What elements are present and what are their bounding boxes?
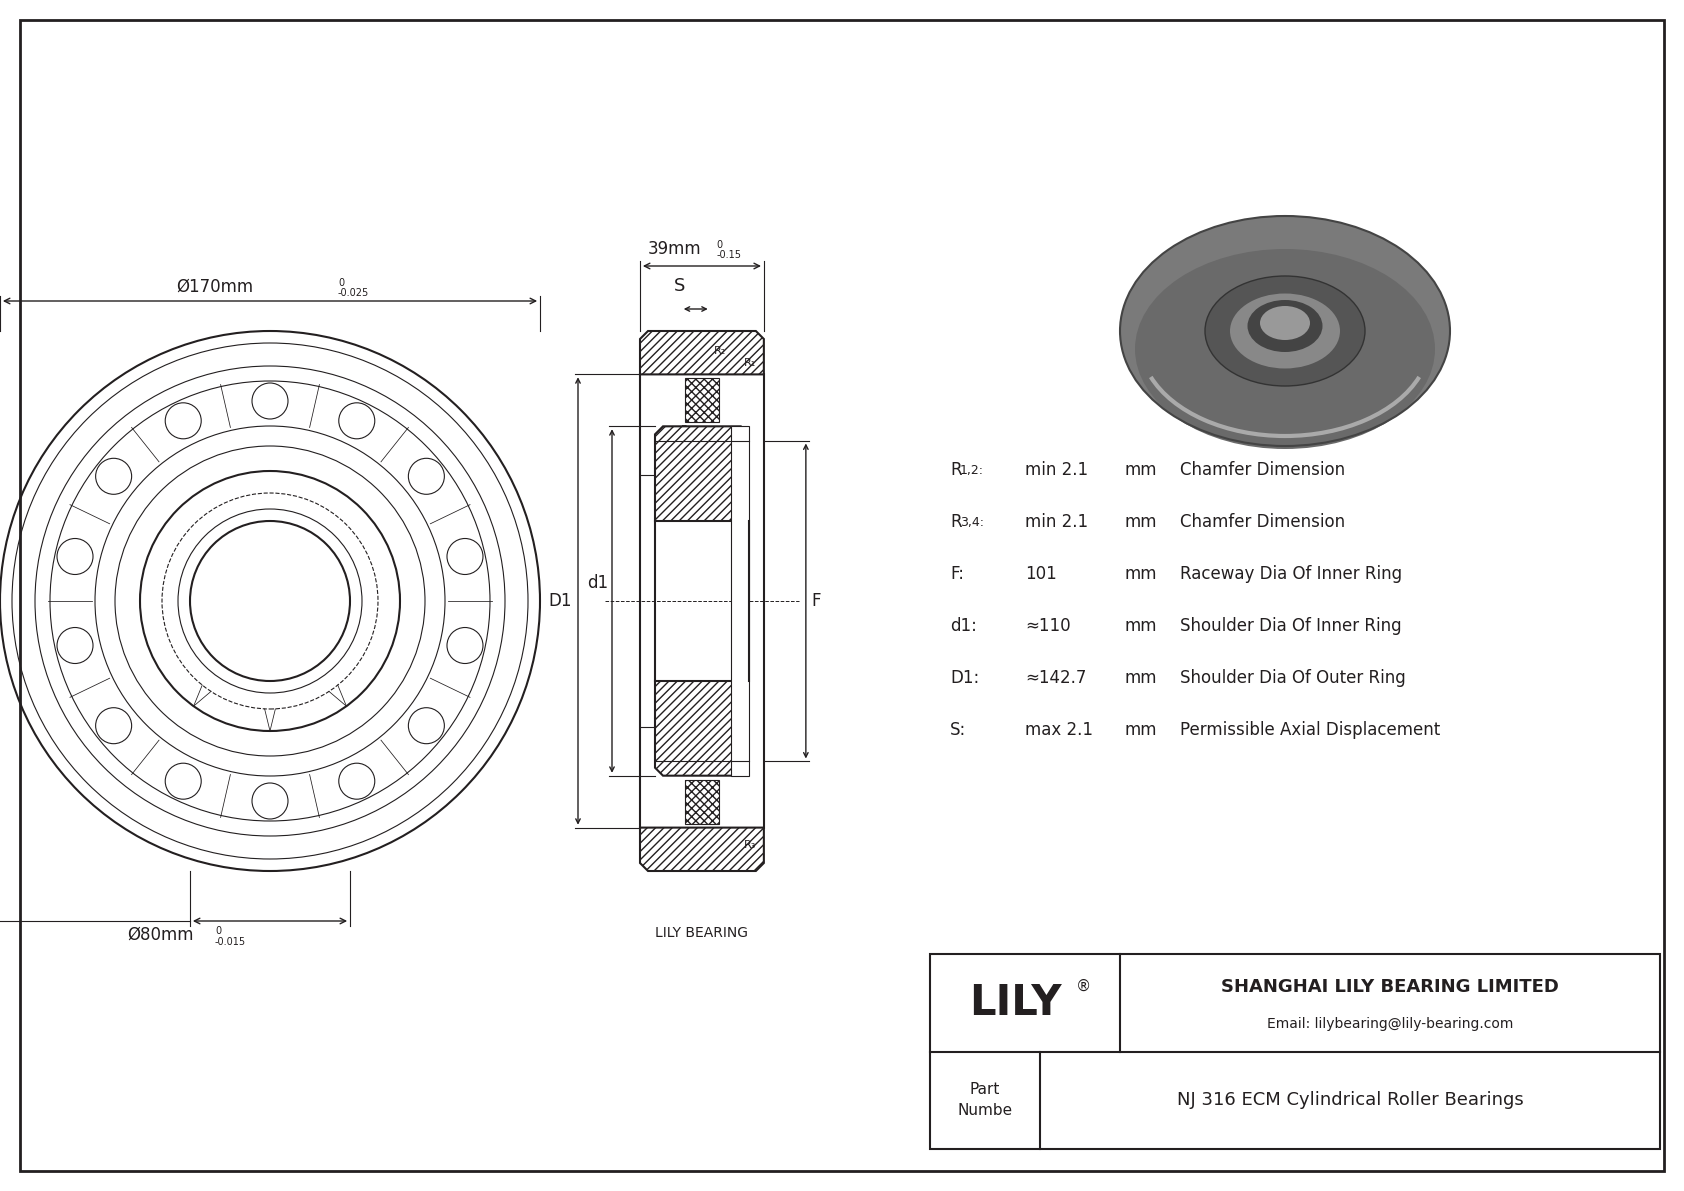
Text: Chamfer Dimension: Chamfer Dimension bbox=[1180, 513, 1346, 531]
Bar bbox=[685, 379, 719, 423]
Text: max 2.1: max 2.1 bbox=[1026, 721, 1093, 738]
Text: Shoulder Dia Of Inner Ring: Shoulder Dia Of Inner Ring bbox=[1180, 617, 1401, 635]
Text: Part
Numbe: Part Numbe bbox=[958, 1083, 1012, 1118]
Ellipse shape bbox=[1135, 249, 1435, 449]
Text: min 2.1: min 2.1 bbox=[1026, 461, 1088, 479]
Text: ≈142.7: ≈142.7 bbox=[1026, 669, 1086, 687]
Polygon shape bbox=[640, 331, 765, 374]
Text: SHANGHAI LILY BEARING LIMITED: SHANGHAI LILY BEARING LIMITED bbox=[1221, 978, 1559, 996]
Text: -0.15: -0.15 bbox=[717, 250, 741, 260]
Text: ®: ® bbox=[1076, 979, 1091, 994]
Text: 0: 0 bbox=[717, 241, 722, 250]
Bar bbox=[685, 780, 719, 824]
Text: mm: mm bbox=[1125, 461, 1157, 479]
Text: ≈110: ≈110 bbox=[1026, 617, 1071, 635]
Text: F: F bbox=[812, 592, 822, 610]
Text: LILY: LILY bbox=[968, 981, 1061, 1024]
Text: S:: S: bbox=[950, 721, 967, 738]
Text: D1:: D1: bbox=[950, 669, 980, 687]
Polygon shape bbox=[640, 828, 765, 871]
Text: 0: 0 bbox=[216, 925, 221, 936]
Ellipse shape bbox=[1206, 276, 1366, 386]
Text: NJ 316 ECM Cylindrical Roller Bearings: NJ 316 ECM Cylindrical Roller Bearings bbox=[1177, 1091, 1524, 1109]
Text: Permissible Axial Displacement: Permissible Axial Displacement bbox=[1180, 721, 1440, 738]
Text: -0.015: -0.015 bbox=[216, 937, 246, 947]
Text: mm: mm bbox=[1125, 669, 1157, 687]
Text: 39mm: 39mm bbox=[648, 241, 702, 258]
Text: Ø170mm: Ø170mm bbox=[177, 278, 254, 297]
Text: mm: mm bbox=[1125, 513, 1157, 531]
Bar bbox=[685, 780, 719, 824]
Ellipse shape bbox=[1229, 293, 1340, 368]
Text: Shoulder Dia Of Outer Ring: Shoulder Dia Of Outer Ring bbox=[1180, 669, 1406, 687]
Text: Ø80mm: Ø80mm bbox=[126, 925, 194, 944]
Text: 1,2:: 1,2: bbox=[960, 464, 983, 478]
Ellipse shape bbox=[1260, 306, 1310, 339]
Text: mm: mm bbox=[1125, 617, 1157, 635]
Text: R₁: R₁ bbox=[680, 425, 694, 435]
Text: R: R bbox=[950, 513, 962, 531]
Text: R₂: R₂ bbox=[714, 347, 726, 356]
Text: Raceway Dia Of Inner Ring: Raceway Dia Of Inner Ring bbox=[1180, 565, 1403, 584]
Text: 0: 0 bbox=[338, 278, 344, 288]
Text: Email: lilybearing@lily-bearing.com: Email: lilybearing@lily-bearing.com bbox=[1266, 1017, 1514, 1031]
Text: d1: d1 bbox=[588, 574, 608, 592]
Bar bbox=[731, 426, 749, 775]
Text: S: S bbox=[674, 278, 685, 295]
Text: F:: F: bbox=[950, 565, 963, 584]
Text: R₄: R₄ bbox=[714, 693, 726, 703]
Text: 3,4:: 3,4: bbox=[960, 516, 983, 529]
Bar bbox=[930, 954, 1660, 1149]
Ellipse shape bbox=[1120, 216, 1450, 445]
Ellipse shape bbox=[1248, 300, 1322, 353]
Text: R: R bbox=[950, 461, 962, 479]
Polygon shape bbox=[655, 426, 749, 520]
Text: R₁: R₁ bbox=[744, 358, 756, 368]
Text: min 2.1: min 2.1 bbox=[1026, 513, 1088, 531]
Text: -0.025: -0.025 bbox=[338, 288, 369, 298]
Text: 101: 101 bbox=[1026, 565, 1058, 584]
Text: R₃: R₃ bbox=[744, 840, 756, 849]
Text: mm: mm bbox=[1125, 721, 1157, 738]
Text: d1:: d1: bbox=[950, 617, 977, 635]
Polygon shape bbox=[655, 681, 749, 775]
Bar bbox=[685, 379, 719, 423]
Text: LILY BEARING: LILY BEARING bbox=[655, 925, 748, 940]
Text: D1: D1 bbox=[549, 592, 573, 610]
Text: R₂: R₂ bbox=[692, 509, 704, 519]
Text: mm: mm bbox=[1125, 565, 1157, 584]
Text: Chamfer Dimension: Chamfer Dimension bbox=[1180, 461, 1346, 479]
